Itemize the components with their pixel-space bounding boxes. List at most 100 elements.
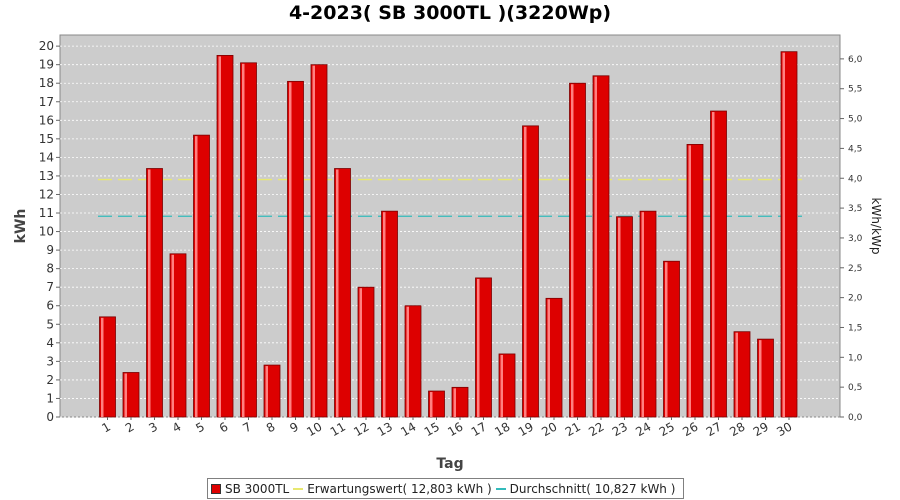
y-tick-label: 14: [39, 150, 54, 164]
y2-tick-label: 2,0: [848, 294, 863, 304]
y-tick-label: 0: [46, 410, 54, 424]
bar-highlight: [618, 217, 621, 417]
x-axis-label: Tag: [436, 456, 463, 472]
x-tick-label: 5: [193, 419, 207, 435]
y2-tick-label: 4,0: [848, 174, 863, 184]
x-tick-label: 19: [516, 419, 536, 439]
x-tick-label: 12: [351, 419, 371, 439]
y-tick-label: 7: [46, 280, 54, 294]
bar-highlight: [171, 254, 174, 417]
y-axis-right: 0,0 0,5 1,0 1,5 2,0 2,5 3,0 3,5 4,0 4,5 5,0 5,5 6,0: [840, 55, 863, 423]
y2-tick-label: 5,5: [848, 85, 862, 95]
x-tick-label: 16: [445, 419, 465, 439]
legend-label-average: Durchschnitt( 10,827 kWh ): [509, 481, 676, 496]
bar-highlight: [782, 52, 785, 417]
bar-series: [99, 51, 798, 418]
x-tick-label: 13: [375, 419, 395, 439]
y2-tick-label: 0,0: [848, 413, 863, 423]
legend: SB 3000TL Erwartungswert( 12,803 kWh ) D…: [207, 478, 685, 499]
y2-tick-label: 3,5: [848, 204, 862, 214]
bar-highlight: [383, 212, 386, 417]
bar-highlight: [524, 126, 527, 417]
y-tick-label: 1: [46, 391, 54, 405]
legend-swatch-average: [495, 487, 506, 490]
bar-highlight: [571, 84, 574, 417]
y-tick-label: 20: [39, 39, 54, 53]
x-tick-label: 4: [170, 419, 184, 435]
bar-highlight: [406, 306, 409, 417]
y2-axis-label: kWh/kWp: [869, 198, 883, 255]
legend-item-expected: Erwartungswert( 12,803 kWh ): [293, 481, 492, 496]
legend-label-series: SB 3000TL: [225, 481, 290, 496]
y2-tick-label: 4,5: [848, 144, 862, 154]
y2-tick-label: 0,5: [848, 383, 862, 393]
x-tick-label: 17: [469, 419, 489, 439]
x-tick-label: 23: [610, 419, 630, 439]
x-tick-label: 30: [774, 419, 794, 439]
legend-item-series: SB 3000TL: [211, 482, 289, 496]
y2-tick-label: 5,0: [848, 115, 863, 125]
y-tick-label: 6: [46, 299, 54, 313]
y-axis-label: kWh: [13, 209, 29, 244]
x-tick-label: 21: [563, 419, 583, 439]
x-tick-label: 6: [217, 419, 231, 435]
x-tick-label: 14: [398, 419, 418, 439]
bar-highlight: [688, 145, 691, 417]
bar-highlight: [218, 56, 221, 417]
plot-background: [59, 34, 841, 418]
x-axis: 1 2 3 4 5 6 7 8 9 10 11 12 13 14 15 16 17 18 19 20 21 22 23 24 2…: [99, 417, 795, 439]
bar-highlight: [289, 82, 292, 417]
y-tick-label: 12: [39, 187, 54, 201]
bar-highlight: [148, 169, 151, 417]
y2-tick-label: 2,5: [848, 264, 862, 274]
x-tick-label: 7: [240, 419, 254, 435]
x-tick-label: 3: [146, 419, 160, 435]
x-tick-label: 29: [751, 419, 771, 439]
bar-highlight: [594, 76, 597, 418]
x-tick-label: 26: [680, 419, 700, 439]
x-tick-label: 27: [704, 419, 724, 439]
bar-highlight: [500, 354, 503, 417]
bar-highlight: [430, 392, 433, 417]
bar-highlight: [547, 299, 550, 417]
y-tick-label: 11: [39, 206, 54, 220]
reference-lines: [98, 178, 802, 217]
bar-highlight: [124, 373, 127, 417]
legend-swatch-series: [211, 483, 221, 494]
bar-highlight: [641, 212, 644, 417]
bar-highlight: [265, 366, 268, 417]
bar-highlight: [195, 136, 198, 417]
y2-tick-label: 6,0: [848, 55, 863, 65]
y-tick-label: 13: [39, 169, 54, 183]
bar-highlight: [665, 262, 668, 417]
x-tick-label: 22: [586, 419, 606, 439]
bar-highlight: [477, 278, 480, 417]
x-tick-label: 25: [657, 419, 677, 439]
x-tick-label: 8: [264, 419, 278, 435]
bar-highlight: [759, 340, 762, 417]
y2-tick-label: 3,0: [848, 234, 863, 244]
y-tick-label: 17: [39, 95, 54, 109]
x-tick-label: 20: [539, 419, 559, 439]
bar-highlight: [453, 388, 456, 417]
x-tick-label: 9: [287, 419, 301, 435]
chart-title: 4-2023( SB 3000TL )(3220Wp): [288, 2, 612, 24]
x-tick-label: 10: [304, 419, 324, 439]
legend-item-average: Durchschnitt( 10,827 kWh ): [495, 481, 676, 496]
legend-label-expected: Erwartungswert( 12,803 kWh ): [307, 481, 492, 496]
grid-lines: [60, 45, 840, 418]
y-tick-label: 16: [39, 113, 54, 127]
x-tick-label: 11: [328, 419, 348, 439]
x-tick-label: 2: [123, 419, 137, 435]
y-tick-label: 19: [39, 58, 54, 72]
bar-highlight: [735, 332, 738, 417]
y2-tick-label: 1,5: [848, 323, 862, 333]
y-tick-label: 2: [46, 373, 54, 387]
x-tick-label: 15: [422, 419, 442, 439]
legend-swatch-expected: [293, 487, 304, 490]
bar-highlight: [359, 288, 362, 417]
y-tick-label: 9: [46, 243, 54, 257]
bar-highlight: [242, 63, 245, 418]
